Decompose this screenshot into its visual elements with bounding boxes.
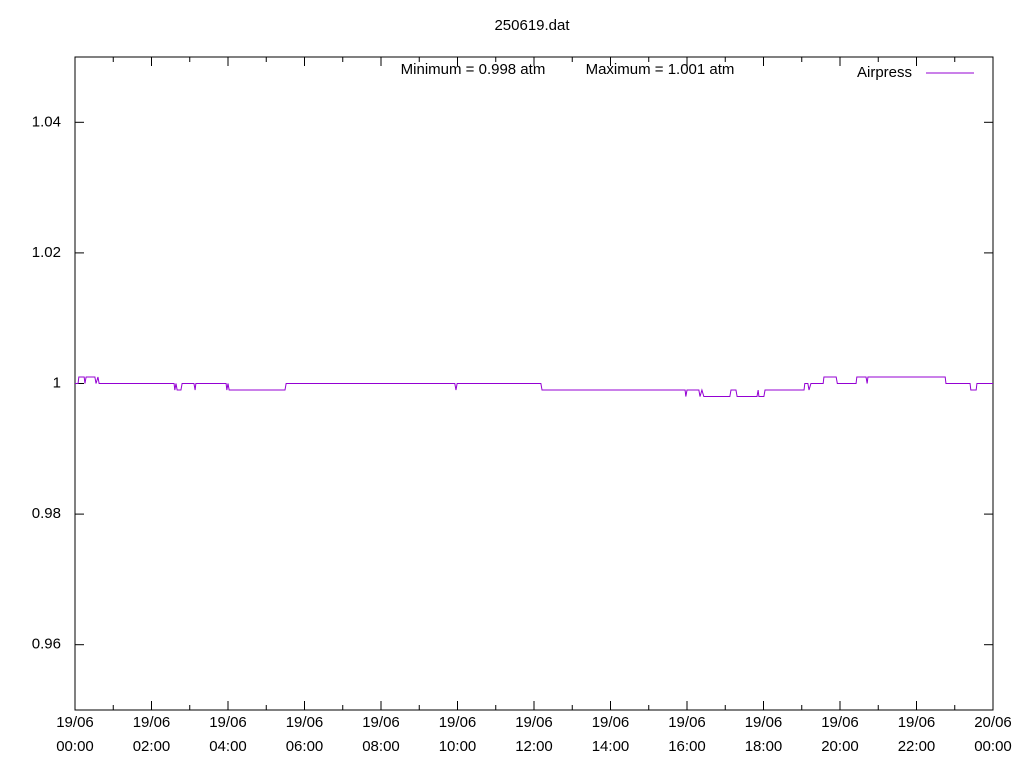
x-tick-label: 19/06: [515, 714, 553, 731]
x-tick-label: 00:00: [56, 738, 94, 755]
x-tick-label: 16:00: [668, 738, 706, 755]
y-tick-label: 0.98: [32, 505, 61, 522]
x-tick-label: 19/06: [898, 714, 936, 731]
x-tick-label: 14:00: [592, 738, 630, 755]
annotation: Minimum = 0.998 atm: [401, 61, 546, 78]
x-tick-label: 19/06: [439, 714, 477, 731]
x-tick-label: 20:00: [821, 738, 859, 755]
x-tick-label: 20/06: [974, 714, 1012, 731]
x-tick-label: 02:00: [133, 738, 171, 755]
x-tick-label: 19/06: [286, 714, 324, 731]
x-tick-label: 08:00: [362, 738, 400, 755]
x-tick-label: 19/06: [56, 714, 94, 731]
x-tick-label: 00:00: [974, 738, 1012, 755]
x-tick-label: 19/06: [745, 714, 783, 731]
x-tick-label: 19/06: [668, 714, 706, 731]
x-tick-label: 18:00: [745, 738, 783, 755]
x-tick-label: 19/06: [209, 714, 247, 731]
x-tick-label: 19/06: [133, 714, 171, 731]
y-tick-label: 0.96: [32, 636, 61, 653]
x-tick-label: 19/06: [362, 714, 400, 731]
y-tick-label: 1.02: [32, 244, 61, 261]
x-tick-label: 19/06: [821, 714, 859, 731]
x-tick-label: 19/06: [592, 714, 630, 731]
x-tick-label: 22:00: [898, 738, 936, 755]
legend-label: Airpress: [857, 64, 912, 81]
y-tick-label: 1.04: [32, 113, 61, 130]
data-line: [75, 376, 993, 398]
x-tick-label: 06:00: [286, 738, 324, 755]
y-tick-label: 1: [53, 374, 61, 391]
annotation: Maximum = 1.001 atm: [586, 61, 735, 78]
x-tick-label: 04:00: [209, 738, 247, 755]
chart-title: 250619.dat: [494, 17, 570, 34]
x-tick-label: 12:00: [515, 738, 553, 755]
x-tick-label: 10:00: [439, 738, 477, 755]
